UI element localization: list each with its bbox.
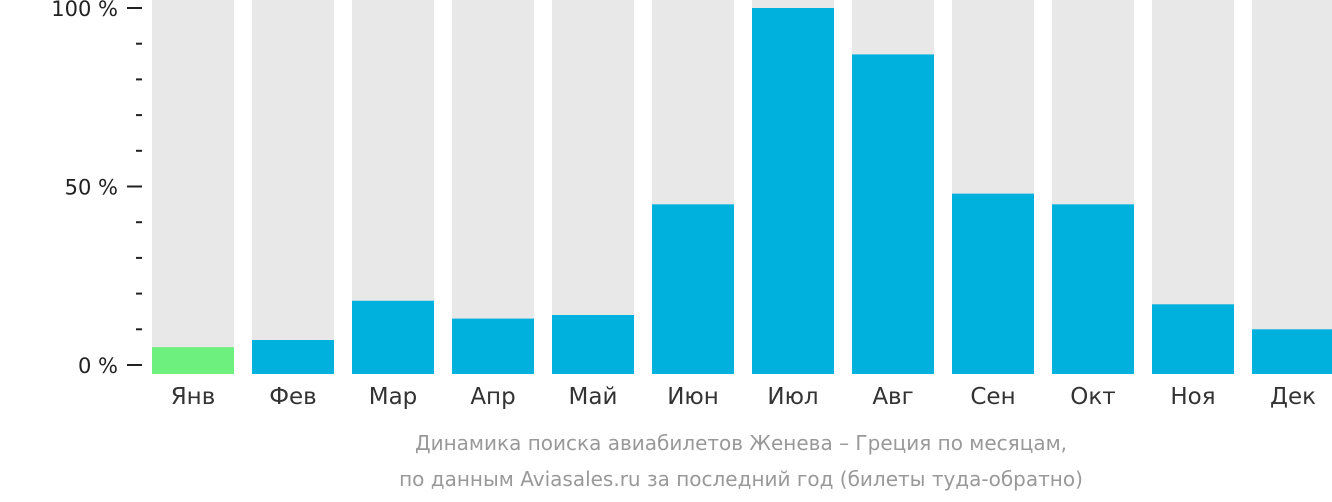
x-tick-label: Июн xyxy=(667,384,719,410)
bar-12 xyxy=(1252,329,1332,374)
chart-caption-line-2: по данным Aviasales.ru за последний год … xyxy=(399,467,1083,491)
bar-9 xyxy=(952,193,1034,374)
x-tick-label: Сен xyxy=(970,384,1015,410)
bar-11 xyxy=(1152,304,1234,374)
y-tick-label: 100 % xyxy=(51,0,118,21)
bar-chart: 0 % 50 % 100 % Янв Фев Мар Апр Май Июн Июл Авг Сен… xyxy=(51,0,1332,410)
x-tick-label: Апр xyxy=(470,384,515,410)
x-tick-label: Фев xyxy=(269,384,317,410)
x-tick-label: Ноя xyxy=(1170,384,1215,410)
bar-7 xyxy=(752,8,834,374)
x-tick-label: Окт xyxy=(1070,384,1115,410)
bar-background xyxy=(152,0,234,374)
bar-1 xyxy=(152,347,234,374)
y-tick-label: 50 % xyxy=(65,176,118,200)
y-axis: 0 % 50 % 100 % xyxy=(51,0,142,378)
bar-4 xyxy=(452,318,534,374)
bars xyxy=(152,0,1332,374)
chart-caption-line-1: Динамика поиска авиабилетов Женева – Гре… xyxy=(414,431,1068,455)
x-tick-label: Янв xyxy=(171,384,216,410)
bar-2 xyxy=(252,340,334,374)
x-tick-label: Июл xyxy=(767,384,818,410)
y-tick-label: 0 % xyxy=(78,354,118,378)
x-tick-label: Авг xyxy=(872,384,913,410)
x-axis-labels: Янв Фев Мар Апр Май Июн Июл Авг Сен Окт Ноя Дек xyxy=(171,384,1316,410)
x-tick-label: Мар xyxy=(369,384,418,410)
bar-6 xyxy=(652,204,734,374)
bar-background xyxy=(552,0,634,374)
bar-3 xyxy=(352,300,434,374)
bar-8 xyxy=(852,54,934,374)
x-tick-label: Май xyxy=(569,384,618,410)
bar-background xyxy=(452,0,534,374)
bar-5 xyxy=(552,315,634,374)
x-tick-label: Дек xyxy=(1270,384,1316,410)
bar-background xyxy=(1252,0,1332,374)
bar-background xyxy=(252,0,334,374)
bar-10 xyxy=(1052,204,1134,374)
